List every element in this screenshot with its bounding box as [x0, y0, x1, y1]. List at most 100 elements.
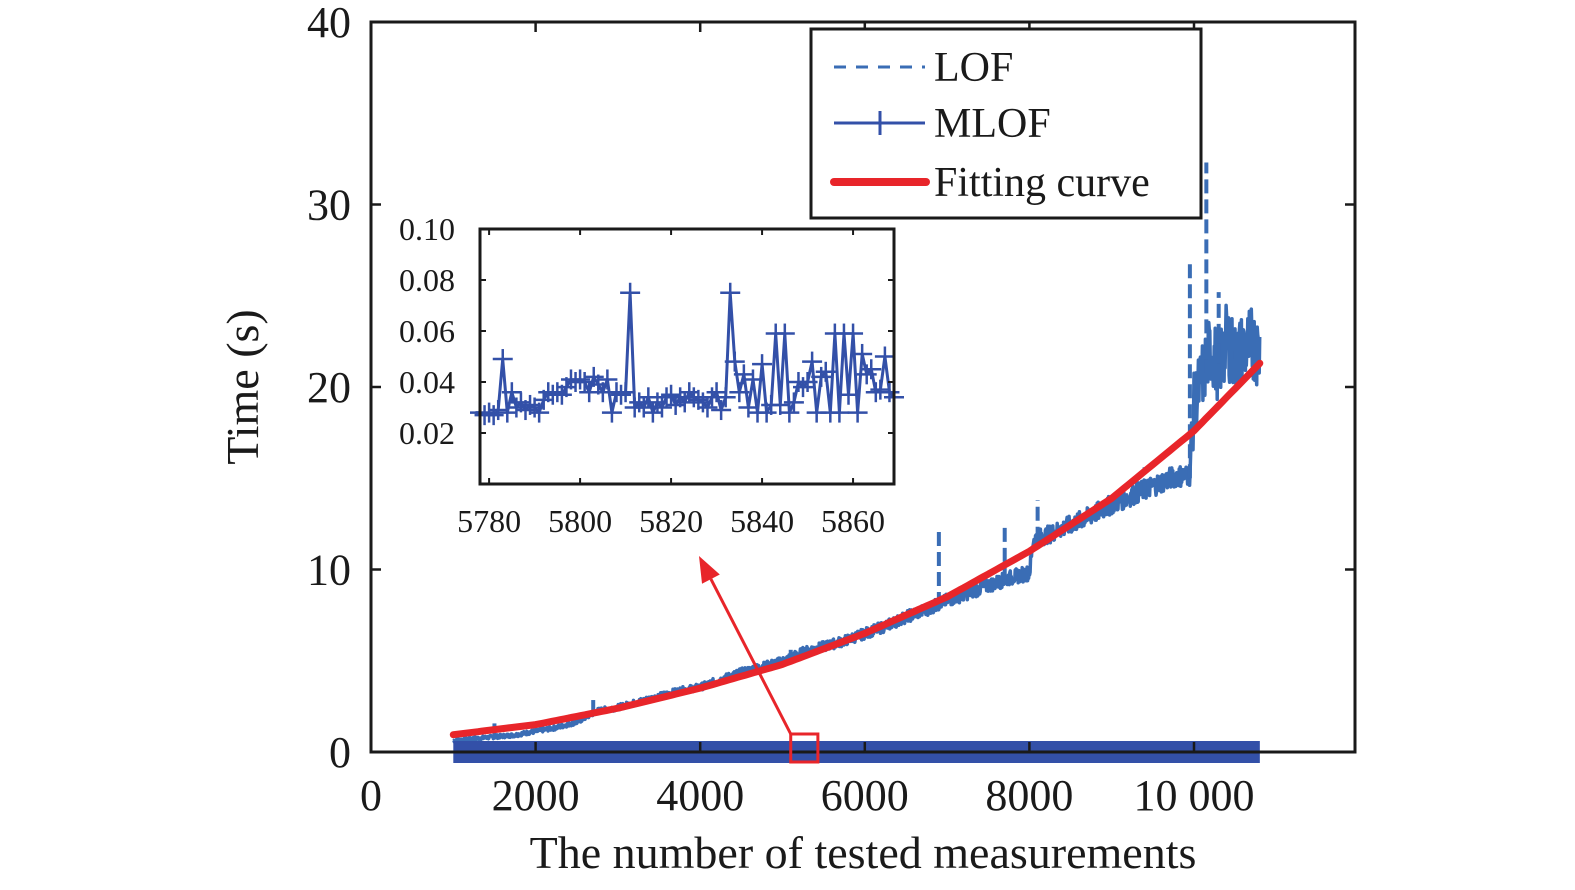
inset-y-tick-labels: 0.02 0.04 0.06 0.08 0.10	[399, 211, 455, 451]
inset-plus-marker	[574, 372, 595, 392]
legend-label-lof: LOF	[934, 45, 1013, 91]
legend-entry-fitting-curve: Fitting curve	[830, 160, 1150, 206]
inset-plus-marker	[720, 282, 741, 303]
inset-y-tick-label: 0.06	[399, 313, 455, 349]
inset-y-tick-label: 0.04	[399, 364, 455, 400]
inset-plus-marker	[843, 323, 864, 344]
inset-plus-marker	[879, 382, 900, 403]
y-tick-label: 40	[307, 0, 351, 47]
inset-plus-marker	[779, 402, 800, 423]
inset-plus-marker	[547, 382, 568, 403]
inset-frame	[478, 227, 896, 486]
inset-plus-marker	[629, 392, 650, 413]
inset-y-tick-label: 0.02	[399, 415, 455, 451]
inset-plus-marker	[633, 397, 654, 418]
inset-plus-marker	[724, 351, 745, 372]
inset-plus-marker	[706, 382, 727, 403]
inset-plus-marker	[638, 387, 659, 408]
inset-plus-marker	[815, 361, 836, 382]
inset-plus-marker	[647, 392, 668, 413]
y-tick-label: 0	[329, 728, 351, 777]
inset-plus-marker	[611, 384, 632, 405]
x-tick-label: 4000	[656, 771, 744, 820]
inset-x-tick-label: 5800	[548, 503, 612, 539]
inset-y-tick-label: 0.08	[399, 262, 455, 298]
inset-plus-marker	[711, 400, 732, 421]
fitting-curve-series	[449, 359, 1264, 739]
legend-label-fitting-curve: Fitting curve	[934, 160, 1150, 206]
inset-plus-marker	[620, 282, 641, 303]
inset-plus-marker	[497, 402, 518, 423]
x-tick-label: 8000	[985, 771, 1073, 820]
inset-plus-marker	[838, 384, 859, 405]
inset-plus-marker	[733, 364, 754, 385]
y-tick-label: 20	[307, 363, 351, 412]
inset-plus-marker	[529, 402, 550, 423]
inset-plus-marker	[570, 369, 591, 390]
main-plot-area: 0 2000 4000 6000 8000 10 000 0 10 20 30 40 The nu…	[217, 0, 1357, 878]
inset-plus-marker	[483, 405, 504, 426]
inset-plus-marker	[752, 354, 773, 375]
inset-background	[480, 229, 894, 484]
inset-plus-marker	[742, 369, 763, 390]
inset-plus-marker	[501, 382, 522, 403]
inset-plus-marker	[488, 400, 509, 421]
inset-plus-marker	[651, 397, 672, 418]
inset-x-tick-label: 5780	[457, 503, 521, 539]
x-tick-label: 10 000	[1134, 771, 1255, 820]
inset-plus-marker	[861, 359, 882, 380]
zoom-annotation	[699, 556, 820, 764]
inset-plus-marker	[601, 402, 622, 423]
fitting-curve-line	[449, 359, 1264, 739]
inset-x-tick-labels: 5780 5800 5820 5840 5860	[457, 503, 885, 539]
legend: LOF MLOF Fitting curve	[809, 27, 1203, 220]
inset-plus-marker	[492, 349, 513, 370]
legend-entry-mlof: MLOF	[834, 101, 1051, 147]
inset-y-tick-label: 0.10	[399, 211, 455, 247]
inset-plus-marker	[661, 384, 682, 405]
inset-plus-marker	[874, 346, 895, 367]
x-tick-label: 6000	[821, 771, 909, 820]
inset-plus-marker	[615, 382, 636, 403]
inset-plus-marker	[829, 402, 850, 423]
inset-plot: 5780 5800 5820 5840 5860 0.02 0.04 0.06 0.08 0.1…	[399, 211, 904, 539]
inset-x-tick-label: 5840	[730, 503, 794, 539]
inset-plus-marker	[852, 343, 873, 364]
inset-plus-marker	[674, 392, 695, 413]
inset-plus-marker	[802, 351, 823, 372]
zoom-box	[789, 732, 820, 764]
x-tick-label: 2000	[492, 771, 580, 820]
inset-x-tick-label: 5820	[639, 503, 703, 539]
inset-plus-marker	[692, 392, 713, 413]
inset-plus-marker	[783, 392, 804, 413]
inset-plus-marker	[715, 387, 736, 408]
inset-plus-marker	[793, 377, 814, 398]
legend-label-mlof: MLOF	[934, 101, 1051, 147]
inset-plus-marker	[729, 382, 750, 403]
inset-plus-marker	[642, 402, 663, 423]
inset-plus-marker	[506, 397, 527, 418]
legend-box	[809, 27, 1203, 220]
x-tick-label: 0	[360, 771, 382, 820]
inset-plus-marker	[847, 402, 868, 423]
y-tick-label: 10	[307, 546, 351, 595]
zoom-arrow-head-icon	[699, 556, 720, 584]
zoom-arrow	[709, 578, 793, 735]
inset-plus-marker	[797, 372, 818, 392]
inset-plus-marker	[597, 369, 618, 390]
inset-plus-marker	[774, 323, 795, 344]
inset-plus-marker	[515, 400, 536, 421]
legend-entry-lof: LOF	[834, 45, 1013, 91]
inset-plus-marker	[856, 364, 877, 385]
inset-x-tick-label: 5860	[821, 503, 885, 539]
x-axis-title: The number of tested measurements	[530, 827, 1197, 878]
y-tick-labels: 0 10 20 30 40	[307, 0, 351, 777]
inset-plus-marker	[738, 397, 759, 418]
inset-plus-marker	[479, 402, 500, 423]
inset-axis-ticks	[480, 228, 894, 484]
inset-plus-marker	[870, 379, 891, 400]
y-axis-title: Time (s)	[217, 309, 268, 465]
inset-plus-marker	[811, 366, 832, 387]
inset-plus-marker	[683, 387, 704, 408]
inset-mlof-series	[470, 282, 904, 426]
